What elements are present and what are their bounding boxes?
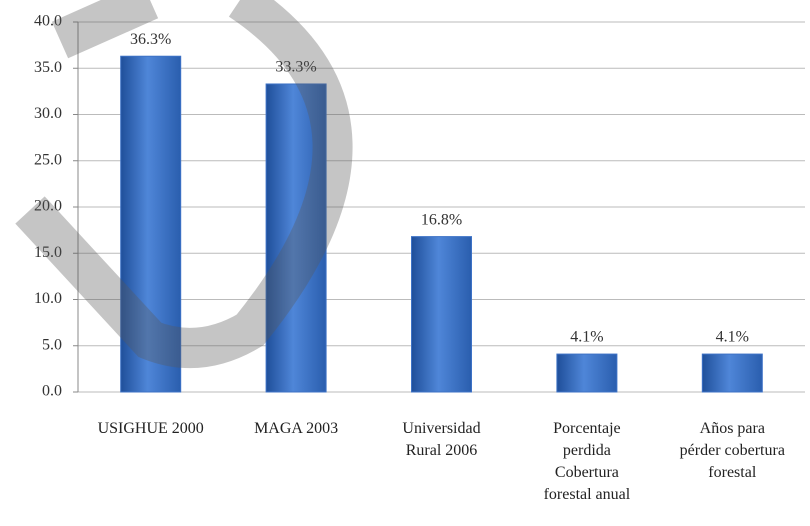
y-tick-label: 15.0 [34,244,62,261]
y-tick-label: 35.0 [34,59,62,76]
y-tick-label: 10.0 [34,290,62,307]
y-tick-label: 0.0 [42,383,62,400]
x-tick-label: Universidad Rural 2006 [402,420,481,459]
x-tick-label: Años para pérder cobertura forestal [679,420,785,481]
bar [556,353,618,393]
y-tick-label: 30.0 [34,105,62,122]
value-label: 33.3% [275,59,316,76]
bar [265,83,327,393]
y-tick-label: 40.0 [34,13,62,30]
bar [701,353,763,393]
bar [411,236,472,393]
y-tick-label: 20.0 [34,198,62,215]
value-label: 4.1% [716,329,749,346]
value-label: 36.3% [130,31,171,48]
value-label: 4.1% [570,329,603,346]
y-tick-label: 5.0 [42,336,62,353]
value-label: 16.8% [421,211,462,228]
bar [120,55,182,393]
x-tick-label: MAGA 2003 [254,420,339,437]
x-tick-label: Porcentaje perdida Cobertura forestal an… [543,420,631,503]
x-tick-label: USIGHUE 2000 [97,420,204,437]
watermark [15,0,353,368]
y-tick-label: 25.0 [34,151,62,168]
